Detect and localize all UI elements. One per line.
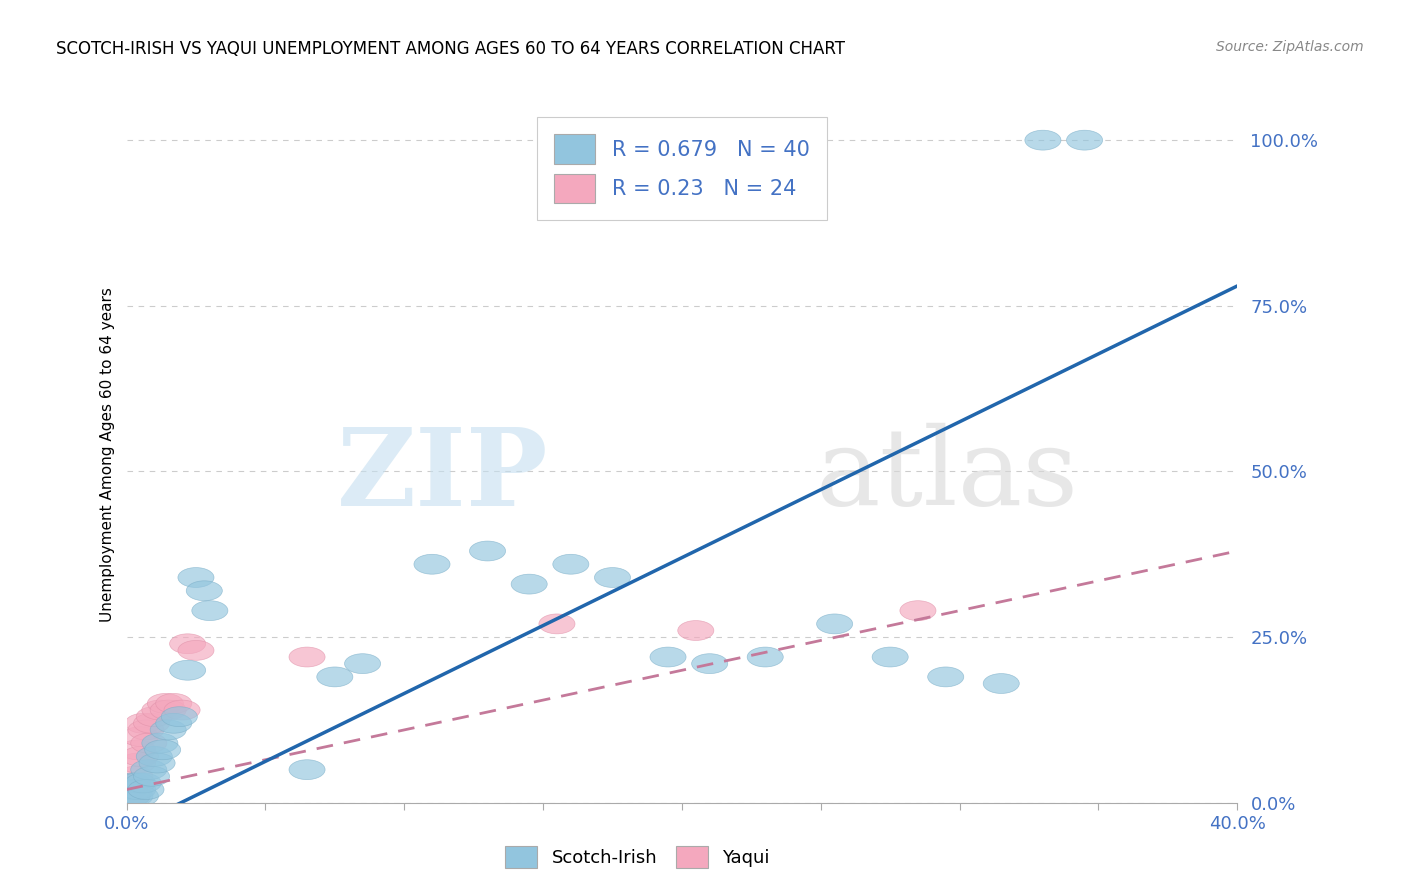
Ellipse shape	[134, 714, 170, 733]
Ellipse shape	[117, 786, 153, 806]
Ellipse shape	[120, 773, 156, 793]
Ellipse shape	[114, 773, 150, 793]
Ellipse shape	[114, 786, 150, 806]
Ellipse shape	[553, 554, 589, 574]
Ellipse shape	[148, 693, 183, 714]
Ellipse shape	[117, 780, 153, 799]
Ellipse shape	[150, 720, 186, 739]
Text: SCOTCH-IRISH VS YAQUI UNEMPLOYMENT AMONG AGES 60 TO 64 YEARS CORRELATION CHART: SCOTCH-IRISH VS YAQUI UNEMPLOYMENT AMONG…	[56, 40, 845, 58]
Ellipse shape	[165, 700, 200, 720]
Ellipse shape	[122, 727, 159, 747]
Ellipse shape	[186, 581, 222, 600]
Y-axis label: Unemployment Among Ages 60 to 64 years: Unemployment Among Ages 60 to 64 years	[100, 287, 115, 623]
Ellipse shape	[136, 747, 173, 766]
Text: atlas: atlas	[815, 423, 1078, 528]
Ellipse shape	[900, 600, 936, 621]
Ellipse shape	[156, 693, 191, 714]
Ellipse shape	[290, 760, 325, 780]
Ellipse shape	[344, 654, 381, 673]
Ellipse shape	[170, 634, 205, 654]
Ellipse shape	[150, 700, 186, 720]
Ellipse shape	[179, 640, 214, 660]
Ellipse shape	[650, 647, 686, 667]
Ellipse shape	[142, 733, 179, 753]
Ellipse shape	[139, 753, 176, 773]
Ellipse shape	[111, 780, 148, 799]
Ellipse shape	[179, 567, 214, 588]
Legend: Scotch-Irish, Yaqui: Scotch-Irish, Yaqui	[496, 838, 779, 877]
Ellipse shape	[316, 667, 353, 687]
Ellipse shape	[678, 621, 714, 640]
Ellipse shape	[120, 753, 156, 773]
Ellipse shape	[120, 739, 156, 760]
Text: Source: ZipAtlas.com: Source: ZipAtlas.com	[1216, 40, 1364, 54]
Ellipse shape	[983, 673, 1019, 693]
Ellipse shape	[1025, 130, 1062, 150]
Ellipse shape	[122, 786, 159, 806]
Ellipse shape	[114, 786, 150, 806]
Ellipse shape	[117, 766, 153, 786]
Ellipse shape	[125, 714, 162, 733]
Ellipse shape	[595, 567, 630, 588]
Ellipse shape	[128, 780, 165, 799]
Ellipse shape	[872, 647, 908, 667]
Text: ZIP: ZIP	[337, 423, 548, 529]
Ellipse shape	[470, 541, 506, 561]
Ellipse shape	[747, 647, 783, 667]
Ellipse shape	[156, 714, 191, 733]
Ellipse shape	[538, 614, 575, 634]
Ellipse shape	[125, 773, 162, 793]
Ellipse shape	[1067, 130, 1102, 150]
Ellipse shape	[145, 739, 181, 760]
Ellipse shape	[928, 667, 963, 687]
Ellipse shape	[817, 614, 852, 634]
Ellipse shape	[114, 773, 150, 793]
Ellipse shape	[131, 760, 167, 780]
Ellipse shape	[692, 654, 728, 673]
Ellipse shape	[134, 766, 170, 786]
Ellipse shape	[191, 600, 228, 621]
Ellipse shape	[142, 700, 179, 720]
Ellipse shape	[111, 780, 148, 799]
Ellipse shape	[413, 554, 450, 574]
Ellipse shape	[290, 647, 325, 667]
Ellipse shape	[136, 706, 173, 727]
Ellipse shape	[120, 780, 156, 799]
Ellipse shape	[170, 660, 205, 681]
Ellipse shape	[131, 733, 167, 753]
Ellipse shape	[512, 574, 547, 594]
Ellipse shape	[122, 747, 159, 766]
Ellipse shape	[162, 706, 197, 727]
Ellipse shape	[128, 720, 165, 739]
